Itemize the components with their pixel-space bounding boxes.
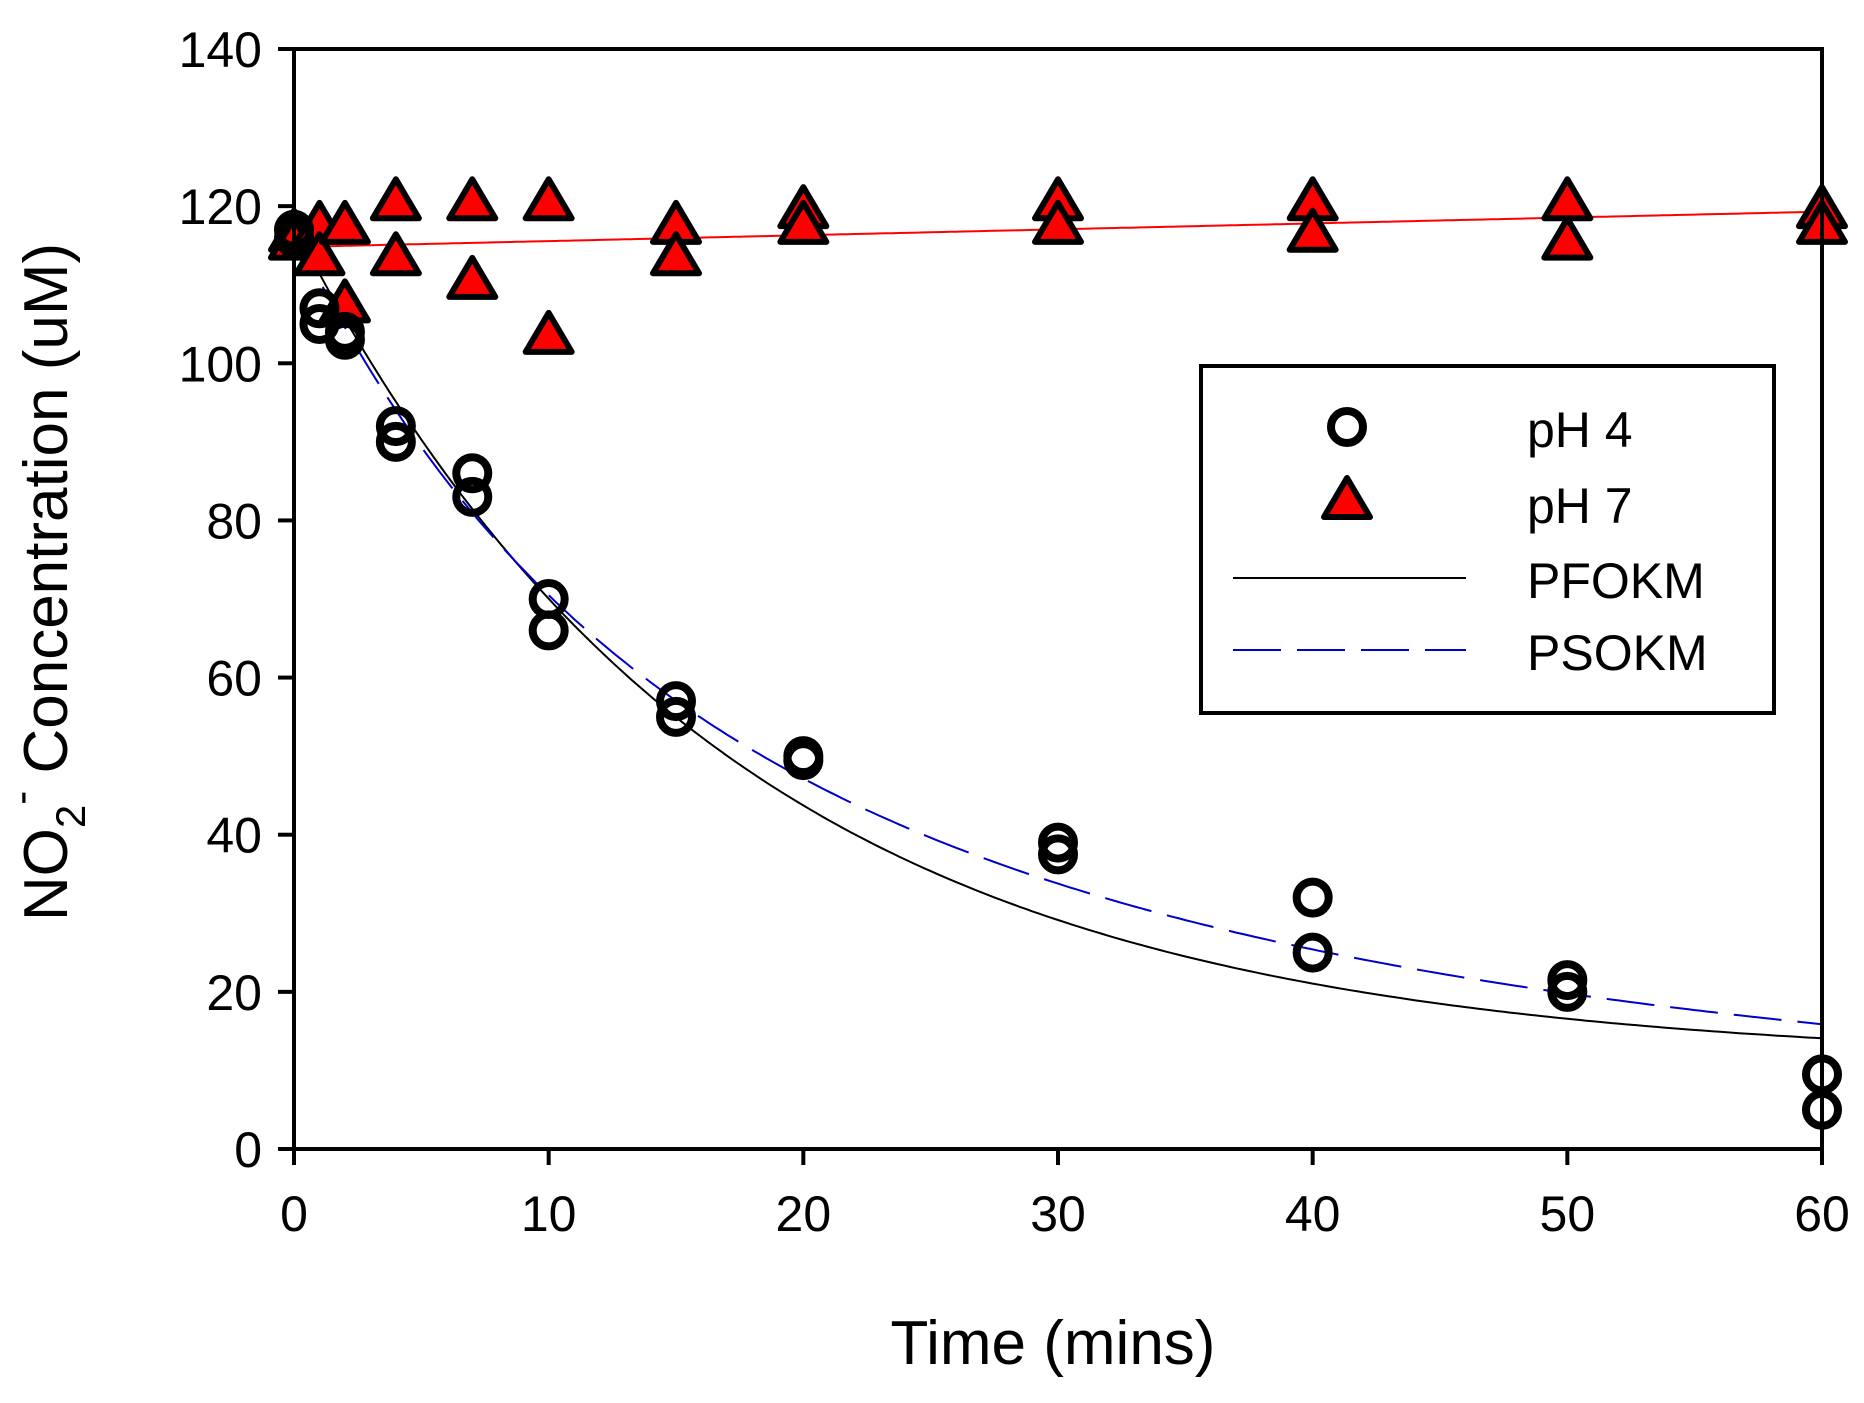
fit-line-pfokm [293, 225, 1823, 1040]
y-tick-label: 0 [234, 1122, 262, 1178]
y-tick-label: 120 [179, 179, 262, 235]
ph4-point [324, 319, 365, 360]
ph4-point [452, 453, 493, 494]
y-axis-label: NO2- Concentration (uM) [0, 243, 94, 921]
ph7-point [369, 231, 422, 277]
ph7-point [1032, 199, 1084, 245]
ph4-point [528, 610, 569, 651]
legend-marker-ph7 [1321, 475, 1373, 520]
ph4-point [452, 476, 493, 517]
y-axis-label-sup: - [0, 791, 44, 805]
ph7-point [522, 309, 575, 355]
legend-marker-ph4 [1327, 407, 1367, 447]
ph4-point [1292, 877, 1333, 918]
ph7-point [522, 176, 575, 222]
ph4-point [299, 288, 340, 329]
ph7-point [293, 231, 346, 277]
y-tick-label: 100 [179, 336, 262, 392]
y-tick-label: 20 [206, 965, 262, 1021]
axes: 0 10 20 30 40 50 60 0 20 40 60 80 100 120 140 [179, 22, 1850, 1242]
x-tick-label: 50 [1540, 1186, 1596, 1242]
ph4-point [656, 681, 696, 722]
y-axis-label-sub: 2 [47, 805, 94, 828]
y-tick-label: 140 [179, 22, 262, 78]
ph7-point [1286, 207, 1339, 253]
y-axis-label-main: NO [12, 828, 81, 921]
legend: pH 4 pH 7 PFOKM PSOKM [1199, 364, 1776, 715]
ph4-point [783, 740, 824, 781]
legend-label-ph7: pH 7 [1527, 478, 1633, 534]
ph4-point [1038, 834, 1078, 875]
ph7-point [318, 199, 371, 245]
ph4-point [375, 406, 416, 447]
ph7-point [1541, 176, 1594, 222]
ph7-point [650, 231, 702, 277]
y-tick-label: 60 [206, 651, 262, 707]
x-tick-label: 10 [521, 1186, 577, 1242]
ph7-point [446, 254, 499, 300]
ph7-point [777, 199, 830, 245]
ph4-point [1547, 971, 1588, 1012]
x-tick-label: 0 [280, 1186, 308, 1242]
y-tick-label: 80 [206, 493, 262, 549]
y-tick-label: 40 [206, 808, 262, 864]
x-tick-label: 40 [1285, 1186, 1341, 1242]
legend-label-pfokm: PFOKM [1527, 553, 1705, 609]
legend-label-psokm: PSOKM [1527, 625, 1708, 681]
x-axis-label: Time (mins) [891, 1309, 1216, 1378]
x-tick-label: 60 [1794, 1186, 1850, 1242]
legend-frame [1199, 364, 1776, 715]
ph4-point [656, 696, 696, 737]
y-axis-label-rest: Concentration (uM) [12, 243, 81, 791]
ph7-point [369, 176, 422, 222]
ph7-point [446, 176, 499, 222]
x-tick-label: 30 [1030, 1186, 1086, 1242]
ph4-point [1292, 932, 1333, 973]
ph7-point [1541, 215, 1594, 261]
legend-label-ph4: pH 4 [1527, 402, 1633, 458]
ph4-point [375, 421, 416, 462]
x-tick-label: 20 [776, 1186, 832, 1242]
